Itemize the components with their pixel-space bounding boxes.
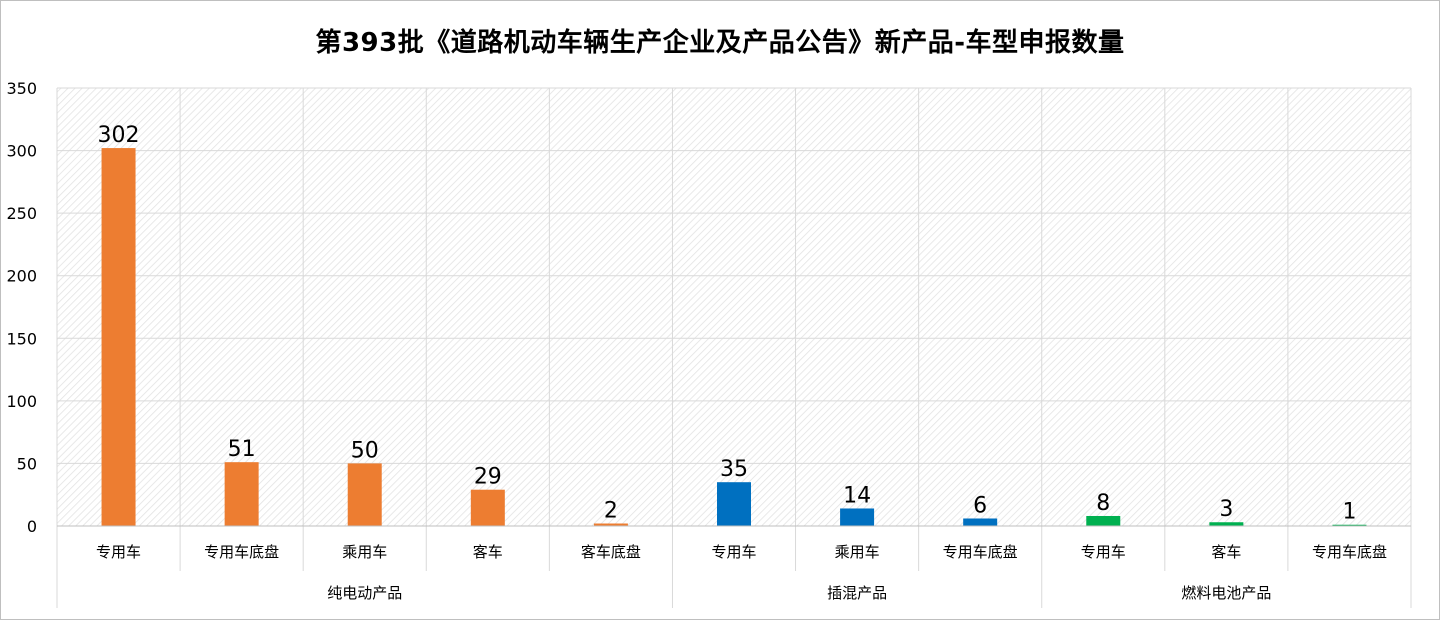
y-tick-label: 250	[6, 204, 37, 223]
bar	[1086, 515, 1121, 526]
bar	[840, 508, 875, 526]
category-label: 专用车底盘	[204, 543, 279, 561]
y-tick-label: 350	[6, 79, 37, 98]
data-label: 3	[1219, 497, 1233, 522]
data-label: 2	[604, 498, 618, 523]
group-label: 纯电动产品	[327, 584, 402, 602]
y-tick-label: 100	[6, 392, 37, 411]
bar	[470, 489, 505, 526]
bar	[347, 463, 382, 526]
data-label: 302	[98, 123, 140, 148]
data-label: 29	[474, 465, 502, 490]
data-label: 1	[1342, 500, 1356, 525]
category-label: 客车底盘	[581, 543, 641, 561]
chart-title: 第393批《道路机动车辆生产企业及产品公告》新产品-车型申报数量	[315, 28, 1125, 58]
bar	[101, 148, 136, 526]
data-label: 6	[973, 493, 987, 518]
data-label: 8	[1096, 491, 1110, 516]
category-label: 专用车	[711, 543, 756, 561]
y-tick-label: 50	[17, 454, 37, 473]
data-label: 14	[843, 483, 871, 508]
category-label: 专用车	[1081, 543, 1126, 561]
y-tick-label: 300	[6, 142, 37, 161]
bar	[717, 482, 751, 526]
category-label: 专用车	[96, 543, 141, 561]
bar	[963, 518, 998, 526]
category-label: 专用车底盘	[1312, 543, 1387, 561]
category-label: 客车	[473, 543, 503, 561]
plot-area	[57, 88, 1411, 526]
category-label: 客车	[1211, 543, 1241, 561]
y-tick-label: 200	[6, 267, 37, 286]
bar	[1332, 524, 1367, 526]
data-label: 51	[228, 437, 256, 462]
bar	[224, 462, 259, 526]
y-tick-label: 150	[6, 329, 37, 348]
bar	[1209, 522, 1244, 526]
bar	[593, 523, 628, 526]
y-tick-label: 0	[27, 517, 37, 536]
category-label: 专用车底盘	[943, 543, 1018, 561]
group-label: 燃料电池产品	[1181, 584, 1271, 602]
data-label: 50	[351, 438, 379, 463]
category-label: 乘用车	[342, 543, 387, 561]
group-label: 插混产品	[827, 584, 887, 602]
data-label: 35	[720, 457, 748, 482]
category-label: 乘用车	[835, 543, 880, 561]
